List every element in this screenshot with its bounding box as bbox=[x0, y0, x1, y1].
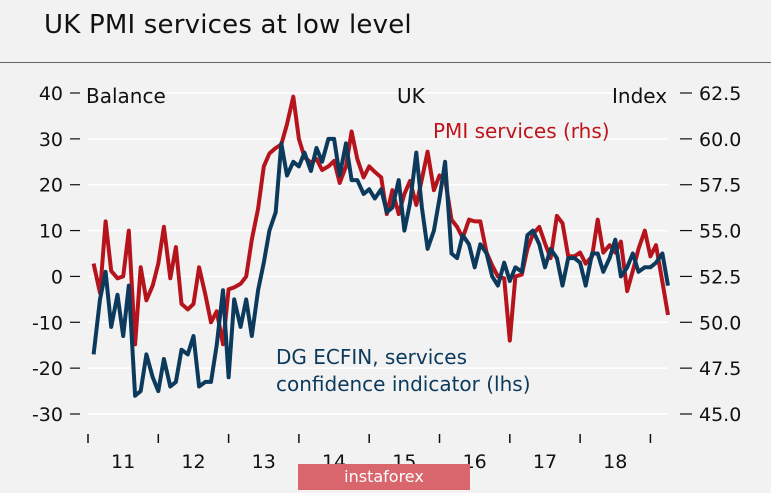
left-axis-ticks: 40 30 20 10 0 -10 -20 -30 bbox=[32, 83, 80, 426]
title-divider bbox=[0, 62, 771, 63]
gridlines bbox=[88, 92, 668, 415]
x-tick-label: 18 bbox=[603, 451, 627, 473]
left-tick-label: 0 bbox=[51, 266, 63, 288]
x-tick-label: 13 bbox=[252, 451, 276, 473]
right-tick-label: 57.5 bbox=[699, 175, 741, 197]
left-tick-label: -10 bbox=[32, 312, 63, 334]
right-tick-label: 50.0 bbox=[699, 312, 741, 334]
x-tick-label: 12 bbox=[181, 451, 205, 473]
chart-region-header: UK bbox=[397, 84, 426, 108]
dgecfin-series-label-line2: confidence indicator (lhs) bbox=[276, 372, 531, 396]
x-tick-label: 11 bbox=[111, 451, 135, 473]
chart-title: UK PMI services at low level bbox=[44, 10, 412, 40]
pmi-series-label: PMI services (rhs) bbox=[433, 119, 610, 143]
x-tick-label: 17 bbox=[533, 451, 557, 473]
watermark: instaforex bbox=[298, 464, 470, 490]
dgecfin-series-label-line1: DG ECFIN, services bbox=[276, 345, 467, 369]
right-tick-label: 62.5 bbox=[699, 83, 741, 105]
dg-ecfin-line bbox=[91, 136, 670, 398]
right-axis-ticks: 62.5 60.0 57.5 55.0 52.5 50.0 47.5 45.0 bbox=[680, 83, 741, 426]
left-tick-label: -20 bbox=[32, 358, 63, 380]
right-tick-label: 45.0 bbox=[699, 404, 741, 426]
left-tick-label: 30 bbox=[39, 129, 63, 151]
left-axis-header: Balance bbox=[86, 84, 166, 108]
left-tick-label: -30 bbox=[32, 404, 63, 426]
right-tick-label: 60.0 bbox=[699, 129, 741, 151]
right-tick-label: 55.0 bbox=[699, 221, 741, 243]
right-tick-label: 47.5 bbox=[699, 358, 741, 380]
left-tick-label: 40 bbox=[39, 83, 63, 105]
series-lines bbox=[91, 94, 670, 398]
left-tick-label: 10 bbox=[39, 221, 63, 243]
right-tick-label: 52.5 bbox=[699, 266, 741, 288]
left-tick-label: 20 bbox=[39, 175, 63, 197]
right-axis-header: Index bbox=[612, 84, 667, 108]
